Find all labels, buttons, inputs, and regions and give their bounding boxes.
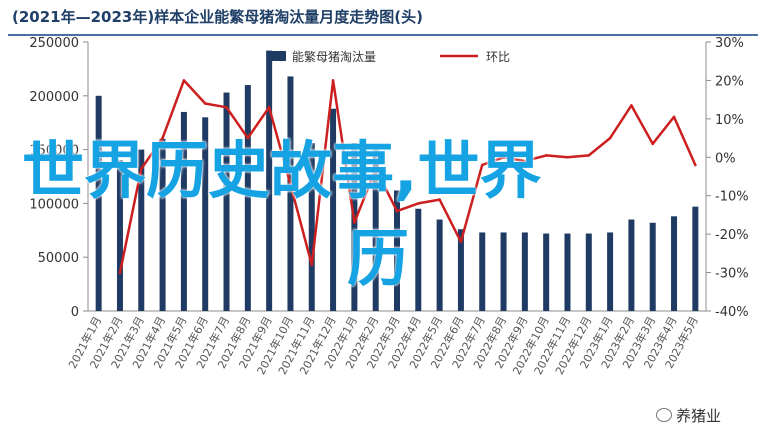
bar [457, 229, 464, 311]
bar [116, 160, 123, 311]
bar [671, 216, 678, 311]
line-point [694, 163, 697, 167]
watermark-overlay-line-1: 世界历史故事,世界 [22, 134, 542, 207]
bar [138, 149, 145, 311]
line-point [267, 106, 271, 109]
bar [564, 233, 571, 311]
line-point [139, 167, 143, 171]
line-point [630, 104, 633, 107]
line-point [395, 209, 399, 213]
bar [330, 108, 337, 311]
line-point [459, 240, 463, 244]
bar [287, 76, 294, 311]
y-right-tick-label: -40% [715, 305, 749, 320]
bar [436, 219, 443, 311]
bar [479, 232, 486, 311]
bar [266, 50, 273, 311]
y-left-tick-label: 200000 [29, 90, 79, 105]
bar [500, 232, 507, 311]
legend-label-line: 环比 [486, 50, 510, 64]
legend-group: 能繁母猪淘汰量 环比 [268, 49, 510, 64]
line-point [310, 263, 314, 267]
line-point [374, 167, 377, 171]
line-point [544, 154, 548, 157]
bar [415, 208, 422, 311]
y-left-tick-label: 50000 [38, 251, 79, 266]
bar [202, 117, 209, 311]
bar [543, 233, 550, 311]
bars-group [95, 50, 699, 312]
line-point [118, 271, 122, 274]
bar [585, 233, 592, 311]
line-point [502, 155, 505, 159]
y-right-tick-label: -20% [715, 228, 749, 243]
line-point [566, 155, 569, 159]
line-point [353, 221, 356, 224]
wechat-icon [656, 408, 672, 422]
y-right-tick-label: -10% [715, 190, 749, 205]
bar [649, 222, 656, 311]
y-left-tick-label: 100000 [29, 197, 79, 212]
y-left-tick-label: 0 [71, 305, 79, 320]
line-point [225, 106, 228, 109]
source-watermark: 养猪业 [656, 408, 721, 424]
legend-swatch-bar [268, 51, 286, 61]
watermark-overlay-line-2: 历 [347, 222, 410, 295]
line-point [608, 136, 612, 140]
bar [244, 85, 251, 311]
bar [159, 138, 166, 311]
line-point [203, 102, 207, 105]
bar [180, 111, 187, 311]
y-right-tick-label: 10% [715, 113, 744, 128]
line-point [480, 163, 484, 167]
y-right-tick-label: 30% [715, 36, 744, 51]
y-right-tick-label: -30% [715, 267, 749, 282]
line-point [331, 79, 335, 82]
bar [223, 92, 230, 312]
chart-title: (2021年—2023年)样本企业能繁母猪淘汰量月度走势图(头) [12, 8, 423, 26]
line-point [651, 142, 655, 146]
line-point [246, 136, 250, 140]
line-group [118, 79, 697, 274]
line-point [587, 154, 591, 157]
bar [308, 143, 315, 311]
bar [607, 232, 614, 311]
y-left-tick-label: 250000 [29, 36, 79, 51]
source-watermark-label: 养猪业 [676, 407, 722, 425]
line-point [438, 198, 441, 201]
legend-label-bar: 能繁母猪淘汰量 [292, 49, 376, 64]
bar [628, 219, 635, 311]
line-point [523, 159, 527, 163]
line-point [672, 115, 676, 119]
bar [372, 147, 379, 311]
bar [394, 190, 400, 311]
y-right-tick-label: 0% [715, 151, 736, 166]
bar [521, 232, 528, 311]
title-divider [8, 34, 758, 36]
bar [351, 143, 358, 311]
line-point [289, 182, 292, 186]
y-left-tick-label: 150000 [29, 144, 79, 159]
line-point [417, 202, 420, 205]
bar [692, 206, 699, 311]
axes-group: 0 50000 100000 150000 200000 250000 -40% -30% -2… [29, 36, 748, 320]
line-point [182, 79, 186, 82]
y-right-tick-label: 20% [715, 74, 744, 89]
x-tick-labels-group: 2021年1月2021年2月2021年3月2021年4月2021年5月2021年… [65, 314, 701, 377]
line-series-huanbi [118, 79, 697, 273]
line-point [161, 136, 164, 140]
bar [95, 95, 102, 311]
